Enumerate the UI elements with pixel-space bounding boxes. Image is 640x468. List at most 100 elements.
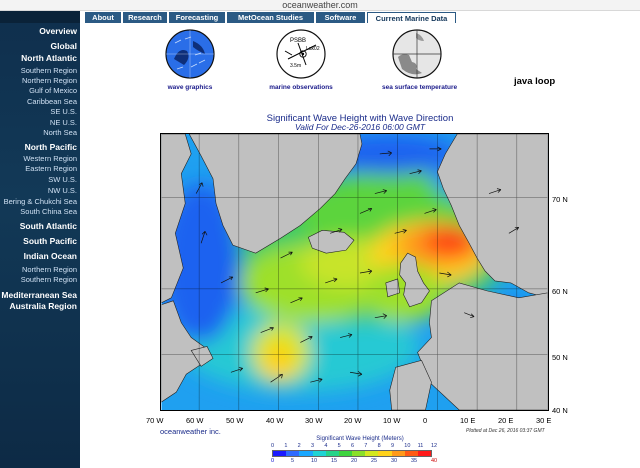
colorbar-feet-tick: 25 — [371, 458, 378, 464]
sidebar-item[interactable]: Eastern Region — [25, 164, 77, 173]
colorbar-swatch — [312, 451, 326, 456]
colorbar-swatch — [338, 451, 353, 456]
colorbar-swatch — [286, 451, 300, 456]
java-loop-link[interactable]: java loop — [514, 76, 556, 87]
top-nav-tabs: About Research Forecasting MetOcean Studies… — [80, 11, 640, 23]
lon-tick-label: 40 W — [266, 416, 284, 425]
lon-tick-label: 30 W — [305, 416, 323, 425]
colorbar-meter-tick: 1 — [284, 443, 288, 449]
colorbar — [272, 450, 432, 457]
sidebar-item[interactable]: NW U.S. — [47, 186, 77, 195]
sidebar-item[interactable]: Gulf of Mexico — [29, 86, 77, 95]
colorbar-meter-tick: 8 — [377, 443, 381, 449]
colorbar-feet-tick: 35 — [411, 458, 418, 464]
sidebar-item[interactable]: Northern Region — [21, 265, 77, 274]
sidebar-item[interactable]: Global — [50, 41, 77, 51]
lon-tick-label: 70 W — [146, 416, 164, 425]
chart-subtitle: Valid For Dec-26-2016 06:00 GMT — [294, 122, 426, 132]
lon-tick-label: 10 E — [460, 416, 476, 425]
colorbar-swatch — [273, 451, 287, 456]
colorbar-swatch — [391, 451, 405, 456]
sidebar-item[interactable]: South Pacific — [23, 236, 77, 246]
chart-title: Significant Wave Height with Wave Direct… — [266, 113, 454, 124]
sidebar-item[interactable]: Overview — [39, 26, 77, 36]
colorbar-swatch — [365, 451, 379, 456]
lon-tick-label: 0 — [423, 416, 428, 425]
sidebar-item[interactable]: North Atlantic — [21, 53, 77, 63]
sidebar-item[interactable]: SE U.S. — [50, 107, 77, 116]
colorbar-feet-tick: 10 — [311, 458, 318, 464]
colorbar-meter-tick: 0 — [271, 443, 275, 449]
sidebar-header-strip — [0, 11, 80, 23]
colorbar-meter-tick: 10 — [404, 443, 411, 449]
colorbar-swatch — [417, 451, 432, 456]
nav-tab[interactable]: Current Marine Data — [367, 12, 456, 23]
lon-tick-label: 10 W — [383, 416, 401, 425]
sst-globe-icon[interactable] — [392, 29, 442, 79]
colorbar-swatch — [378, 451, 392, 456]
lon-tick-label: 50 W — [226, 416, 244, 425]
sidebar-item[interactable]: North Sea — [43, 128, 77, 137]
graticule — [161, 134, 548, 410]
lat-label-50n: 50 N — [552, 353, 568, 362]
sidebar-item[interactable]: Caribbean Sea — [26, 97, 77, 106]
wave-graphics-label[interactable]: wave graphics — [167, 84, 213, 91]
sidebar-item[interactable]: South Atlantic — [19, 221, 77, 231]
nav-tab[interactable]: MetOcean Studies — [227, 12, 314, 23]
sidebar-nav: Overview Global North Atlantic Southern Reg… — [0, 11, 80, 468]
colorbar-meter-tick: 9 — [390, 443, 395, 449]
colorbar-meter-tick: 12 — [430, 443, 438, 449]
sidebar-item[interactable]: South China Sea — [20, 207, 77, 216]
colorbar-meter-tick: 6 — [350, 443, 355, 449]
nav-tab[interactable]: Research — [123, 12, 167, 23]
lon-tick-label: 20 E — [498, 416, 514, 425]
sidebar-item[interactable]: NE U.S. — [49, 118, 77, 127]
sidebar-item[interactable]: Bering & Chukchi Sea — [3, 197, 77, 206]
colorbar-feet-tick: 20 — [351, 458, 358, 464]
sidebar-item[interactable]: Northern Region — [21, 76, 77, 85]
sidebar-item[interactable]: SW U.S. — [48, 175, 77, 184]
lat-label-70n: 70 N — [552, 195, 568, 204]
browser-url-bar[interactable]: oceanweather.com — [0, 0, 640, 11]
svg-text:3.5m: 3.5m — [290, 63, 301, 69]
lon-tick-label: 30 E — [536, 416, 552, 425]
nav-tab[interactable]: About — [85, 12, 121, 23]
wave-direction-arrows — [195, 146, 520, 383]
colorbar-meter-tick: 5 — [337, 443, 341, 449]
colorbar-meter-tick: 4 — [324, 443, 328, 449]
lat-label-40n: 40 N — [552, 406, 568, 415]
station-plot-icon[interactable]: PSBB Lak02 3.5m — [276, 29, 326, 79]
sidebar-item[interactable]: Southern Region — [20, 275, 77, 284]
wave-graphics-globe-icon[interactable] — [165, 29, 215, 79]
plotted-timestamp: Plotted at Dec 26, 2016 03:37 GMT — [466, 428, 545, 434]
svg-text:PSBB: PSBB — [290, 38, 306, 44]
nav-tab[interactable]: Forecasting — [169, 12, 225, 23]
colorbar-feet-tick: 0 — [271, 458, 275, 464]
sst-label[interactable]: sea surface temperature — [382, 84, 458, 91]
wave-height-map — [160, 133, 549, 411]
sidebar-item[interactable]: Southern Region — [20, 66, 77, 75]
colorbar-meter-tick: 3 — [310, 443, 315, 449]
url-text: oceanweather.com — [282, 0, 358, 10]
colorbar-swatch — [325, 451, 339, 456]
nav-tab[interactable]: Software — [316, 12, 365, 23]
marine-observations-label[interactable]: marine observations — [269, 84, 333, 91]
lon-tick-label: 20 W — [344, 416, 362, 425]
colorbar-swatch — [352, 451, 366, 456]
sidebar-item[interactable]: Australia Region — [9, 301, 77, 311]
lon-tick-label: 60 W — [186, 416, 204, 425]
sidebar-item[interactable]: North Pacific — [24, 142, 77, 152]
colorbar-swatch — [299, 451, 313, 456]
colorbar-feet-tick: 30 — [391, 458, 398, 464]
credit-label: oceanweather inc. — [160, 427, 221, 436]
sidebar-item[interactable]: Mediterranean Sea — [1, 290, 77, 300]
landmass — [161, 134, 548, 410]
colorbar-feet-tick: 15 — [331, 458, 338, 464]
colorbar-swatch — [404, 451, 418, 456]
sidebar-item[interactable]: Western Region — [23, 154, 77, 163]
colorbar-feet-tick: 40 — [431, 458, 438, 464]
colorbar-feet-tick: 5 — [291, 458, 295, 464]
svg-text:Lak02: Lak02 — [306, 46, 320, 52]
sidebar-item[interactable]: Indian Ocean — [23, 251, 77, 261]
colorbar-title: Significant Wave Height (Meters) — [316, 436, 404, 442]
